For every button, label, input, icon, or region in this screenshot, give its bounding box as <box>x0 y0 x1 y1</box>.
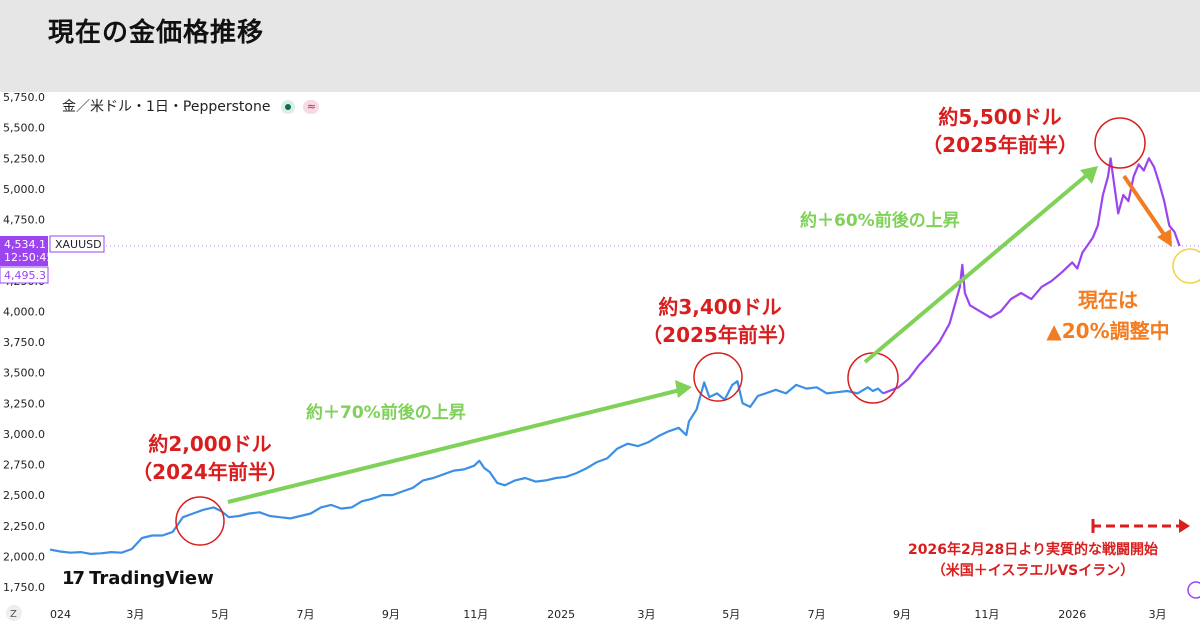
source-legend[interactable]: 金／米ドル・1日・Pepperstone ≈ <box>62 96 320 116</box>
war-arrow-head <box>1179 519 1190 533</box>
scroll-indicator[interactable] <box>1187 581 1200 599</box>
source-label: 金／米ドル・1日・Pepperstone <box>62 99 271 115</box>
y-tick-label: 5,500.0 <box>3 122 45 135</box>
y-tick-label: 4,000.0 <box>3 305 45 318</box>
y-tick-label: 3,000.0 <box>3 428 45 441</box>
x-tick-label: 5月 <box>211 608 229 621</box>
y-tick-label: 1,750.0 <box>3 581 45 594</box>
prev-price-value: 4,495.3 <box>4 269 46 282</box>
price-line-series-2 <box>882 157 1181 395</box>
arrow-orange <box>1122 174 1167 238</box>
x-tick-label: 2026 <box>1058 608 1086 621</box>
price-badge-time: 12:50:45 <box>4 251 53 264</box>
y-tick-label: 5,250.0 <box>3 152 45 165</box>
y-tick-label: 4,750.0 <box>3 214 45 227</box>
header-bar: 現在の金価格推移 <box>0 0 1200 92</box>
prev-price-badge <box>0 266 49 284</box>
x-tick-label: 3月 <box>637 608 655 621</box>
rise-60-label: 約＋60%前後の上昇 <box>800 211 960 231</box>
tradingview-text: TradingView <box>89 568 214 589</box>
wave-icon: ≈ <box>303 100 320 114</box>
y-tick-label: 3,750.0 <box>3 336 45 349</box>
circle-2024 <box>175 496 225 546</box>
circle-current <box>1172 248 1200 284</box>
circle-2025b <box>847 352 899 404</box>
x-tick-label: 3月 <box>126 608 144 621</box>
price-line-series-1 <box>49 380 884 556</box>
tradingview-logo[interactable]: 17 TradingView <box>62 568 214 589</box>
x-tick-label: 11月 <box>463 608 488 621</box>
rise-70-label: 約＋70%前後の上昇 <box>306 403 466 423</box>
x-tick-label: 11月 <box>974 608 999 621</box>
y-tick-label: 2,500.0 <box>3 489 45 502</box>
annotation-2024-price: 約2,000ドル <box>148 432 272 456</box>
x-tick-label: 3月 <box>1149 608 1167 621</box>
arrow-green-1-head <box>675 380 692 398</box>
price-badge <box>0 236 48 266</box>
x-tick-label: 2025 <box>547 608 575 621</box>
annotation-2025a-period: （2025年前半） <box>642 323 798 347</box>
x-tick-label: 7月 <box>808 608 826 621</box>
circle-peak <box>1094 117 1146 169</box>
current-adjustment: 現在は ▲20%調整中 <box>1016 285 1200 347</box>
annotation-2025b-price: 約5,500ドル <box>938 105 1062 129</box>
arrow-orange-head <box>1157 229 1172 247</box>
chart-area[interactable] <box>0 92 1200 630</box>
annotation-2025a: 約3,400ドル （2025年前半） <box>625 293 815 349</box>
y-tick-label: 3,500.0 <box>3 367 45 380</box>
arrow-green-2 <box>863 172 1090 364</box>
y-tick-label: 2,250.0 <box>3 520 45 533</box>
x-tick-label: 9月 <box>382 608 400 621</box>
war-note: 2026年2月28日より実質的な戦闘開始 （米国＋イスラエルVSイラン） <box>868 540 1198 582</box>
annotation-2025a-price: 約3,400ドル <box>658 295 782 319</box>
page-title: 現在の金価格推移 <box>48 18 265 48</box>
status-dot-icon <box>280 100 295 114</box>
arrow-green-2-head <box>1080 166 1098 184</box>
current-label: 現在は <box>1078 288 1138 312</box>
y-tick-label: 2,000.0 <box>3 550 45 563</box>
y-tick-label: 2,750.0 <box>3 459 45 472</box>
x-tick-label: 5月 <box>722 608 740 621</box>
circle-2025a <box>693 352 743 402</box>
y-tick-label: 5,000.0 <box>3 183 45 196</box>
annotation-2025b: 約5,500ドル （2025年前半） <box>900 103 1100 159</box>
annotation-2024-period: （2024年前半） <box>132 460 288 484</box>
x-tick-label: 024 <box>50 608 71 621</box>
axis-z-circle[interactable] <box>6 605 22 621</box>
war-note-parties: （米国＋イスラエルVSイラン） <box>931 563 1135 579</box>
war-note-date: 2026年2月28日より実質的な戦闘開始 <box>908 542 1158 558</box>
annotation-2025b-period: （2025年前半） <box>922 133 1078 157</box>
current-drop: ▲20%調整中 <box>1046 319 1170 343</box>
x-tick-label: 9月 <box>893 608 911 621</box>
symbol-label: XAUUSD <box>55 238 102 251</box>
axis-z-label[interactable]: Z <box>10 609 17 620</box>
x-tick-label: 7月 <box>297 608 315 621</box>
y-tick-label: 3,250.0 <box>3 397 45 410</box>
symbol-badge <box>49 235 105 253</box>
arrow-green-1 <box>227 388 681 504</box>
tradingview-mark-icon: 17 <box>62 568 85 589</box>
price-badge-value: 4,534.1 <box>4 238 46 251</box>
annotation-2024: 約2,000ドル （2024年前半） <box>120 430 300 486</box>
y-tick-label: 5,750.0 <box>3 91 45 104</box>
